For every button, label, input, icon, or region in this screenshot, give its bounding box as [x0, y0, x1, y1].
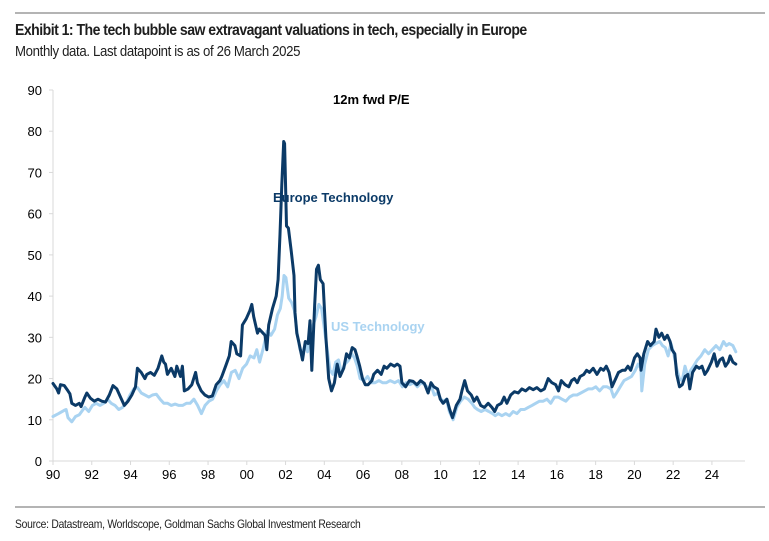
- y-tick-label: 80: [28, 124, 42, 139]
- x-tick-label: 18: [588, 467, 602, 482]
- x-tick-label: 90: [46, 467, 60, 482]
- x-tick-label: 94: [123, 467, 137, 482]
- x-tick-label: 92: [85, 467, 99, 482]
- us-technology-label: US Technology: [331, 319, 425, 334]
- x-tick-label: 12: [472, 467, 486, 482]
- y-tick-label: 90: [28, 83, 42, 98]
- y-tick-label: 30: [28, 330, 42, 345]
- chart-inner-title: 12m fwd P/E: [333, 92, 410, 107]
- y-tick-label: 0: [35, 454, 42, 469]
- chart-title: Exhibit 1: The tech bubble saw extravaga…: [15, 22, 527, 39]
- series-us-technology: [51, 274, 738, 424]
- y-tick-label: 40: [28, 289, 42, 304]
- x-tick-label: 04: [317, 467, 331, 482]
- annotations: 12m fwd P/E Europe Technology US Technol…: [273, 92, 425, 334]
- x-tick-label: 22: [666, 467, 680, 482]
- axes: 0 10 20 30 40 50 60 70 80 90 90 92 94 96 98 00 02 04 06 08 1…: [28, 83, 745, 482]
- source-note: Source: Datastream, Worldscope, Goldman …: [15, 517, 361, 531]
- x-tick-label: 20: [627, 467, 641, 482]
- y-tick-label: 20: [28, 372, 42, 387]
- y-tick-label: 70: [28, 165, 42, 180]
- x-tick-label: 06: [356, 467, 370, 482]
- x-tick-label: 98: [201, 467, 215, 482]
- x-tick-label: 10: [433, 467, 447, 482]
- x-tick-label: 02: [278, 467, 292, 482]
- series-europe-technology: [51, 140, 738, 420]
- line-europe-technology: [51, 140, 738, 420]
- x-tick-label: 96: [162, 467, 176, 482]
- y-tick-label: 50: [28, 248, 42, 263]
- y-tick-label: 10: [28, 413, 42, 428]
- x-tick-label: 16: [550, 467, 564, 482]
- x-tick-label: 24: [705, 467, 719, 482]
- bottom-rule: [15, 506, 765, 508]
- line-us-technology: [51, 274, 738, 424]
- europe-technology-label: Europe Technology: [273, 190, 394, 205]
- y-tick-label: 60: [28, 207, 42, 222]
- chart-subtitle: Monthly data. Last datapoint is as of 26…: [15, 43, 301, 60]
- x-tick-label: 14: [511, 467, 525, 482]
- top-rule: [15, 12, 765, 14]
- x-tick-label: 00: [240, 467, 254, 482]
- x-tick-label: 08: [395, 467, 409, 482]
